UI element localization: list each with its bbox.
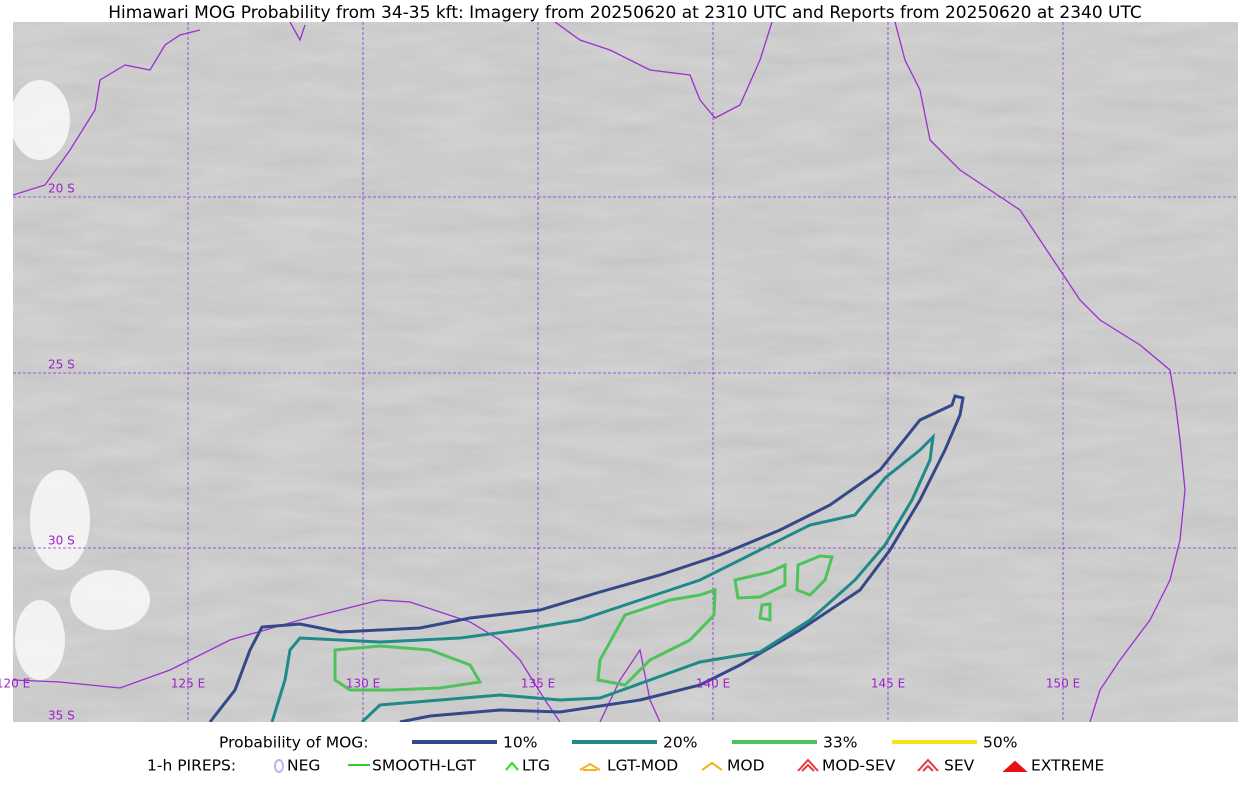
- legend-entry: 50%: [983, 734, 1017, 752]
- pirep-icon: [274, 759, 284, 773]
- lat-label: 35 S: [48, 709, 75, 723]
- legend-entry: LTG: [522, 757, 550, 775]
- pirep-icon: [579, 762, 601, 771]
- lon-label: 120 E: [0, 677, 30, 691]
- lat-label: 20 S: [48, 182, 75, 196]
- coastline: [13, 22, 1186, 722]
- lon-label: 150 E: [1046, 677, 1080, 691]
- graticule: [13, 22, 1238, 722]
- legend-entry: MOD: [727, 757, 765, 775]
- legend: Probability of MOG: 10% 20% 33% 50% 1-h PIREP…: [147, 734, 1104, 775]
- legend-entry: 10%: [503, 734, 537, 752]
- pirep-icon: [917, 758, 939, 772]
- pirep-icon: [797, 758, 819, 772]
- legend-entry: NEG: [287, 757, 320, 775]
- legend-entry: SMOOTH-LGT: [372, 757, 476, 775]
- legend-entry: EXTREME: [1031, 757, 1104, 775]
- lon-label: 140 E: [696, 677, 730, 691]
- lon-label: 145 E: [871, 677, 905, 691]
- legend-label: 1-h PIREPS:: [147, 757, 236, 775]
- contours: [208, 394, 965, 722]
- legend-entry: MOD-SEV: [822, 757, 896, 775]
- lon-label: 125 E: [171, 677, 205, 691]
- legend-label: Probability of MOG:: [219, 734, 369, 752]
- lat-label: 25 S: [48, 358, 75, 372]
- bright-clouds: [13, 80, 150, 680]
- pirep-icon: [505, 761, 519, 771]
- legend-entry: 20%: [663, 734, 697, 752]
- lat-label: 30 S: [48, 534, 75, 548]
- legend-entry: SEV: [944, 757, 975, 775]
- lon-label: 135 E: [521, 677, 555, 691]
- map-title: Himawari MOG Probability from 34-35 kft:…: [108, 3, 1142, 23]
- legend-entry: 33%: [823, 734, 857, 752]
- map: [13, 22, 1238, 722]
- legend-entry: LGT-MOD: [607, 757, 678, 775]
- geo-labels: 20 S 25 S 30 S 35 S 120 E 125 E 130 E 135 E 140 …: [0, 182, 1080, 723]
- lon-label: 130 E: [346, 677, 380, 691]
- pirep-icon: [701, 761, 723, 771]
- pirep-icon: [1002, 760, 1028, 772]
